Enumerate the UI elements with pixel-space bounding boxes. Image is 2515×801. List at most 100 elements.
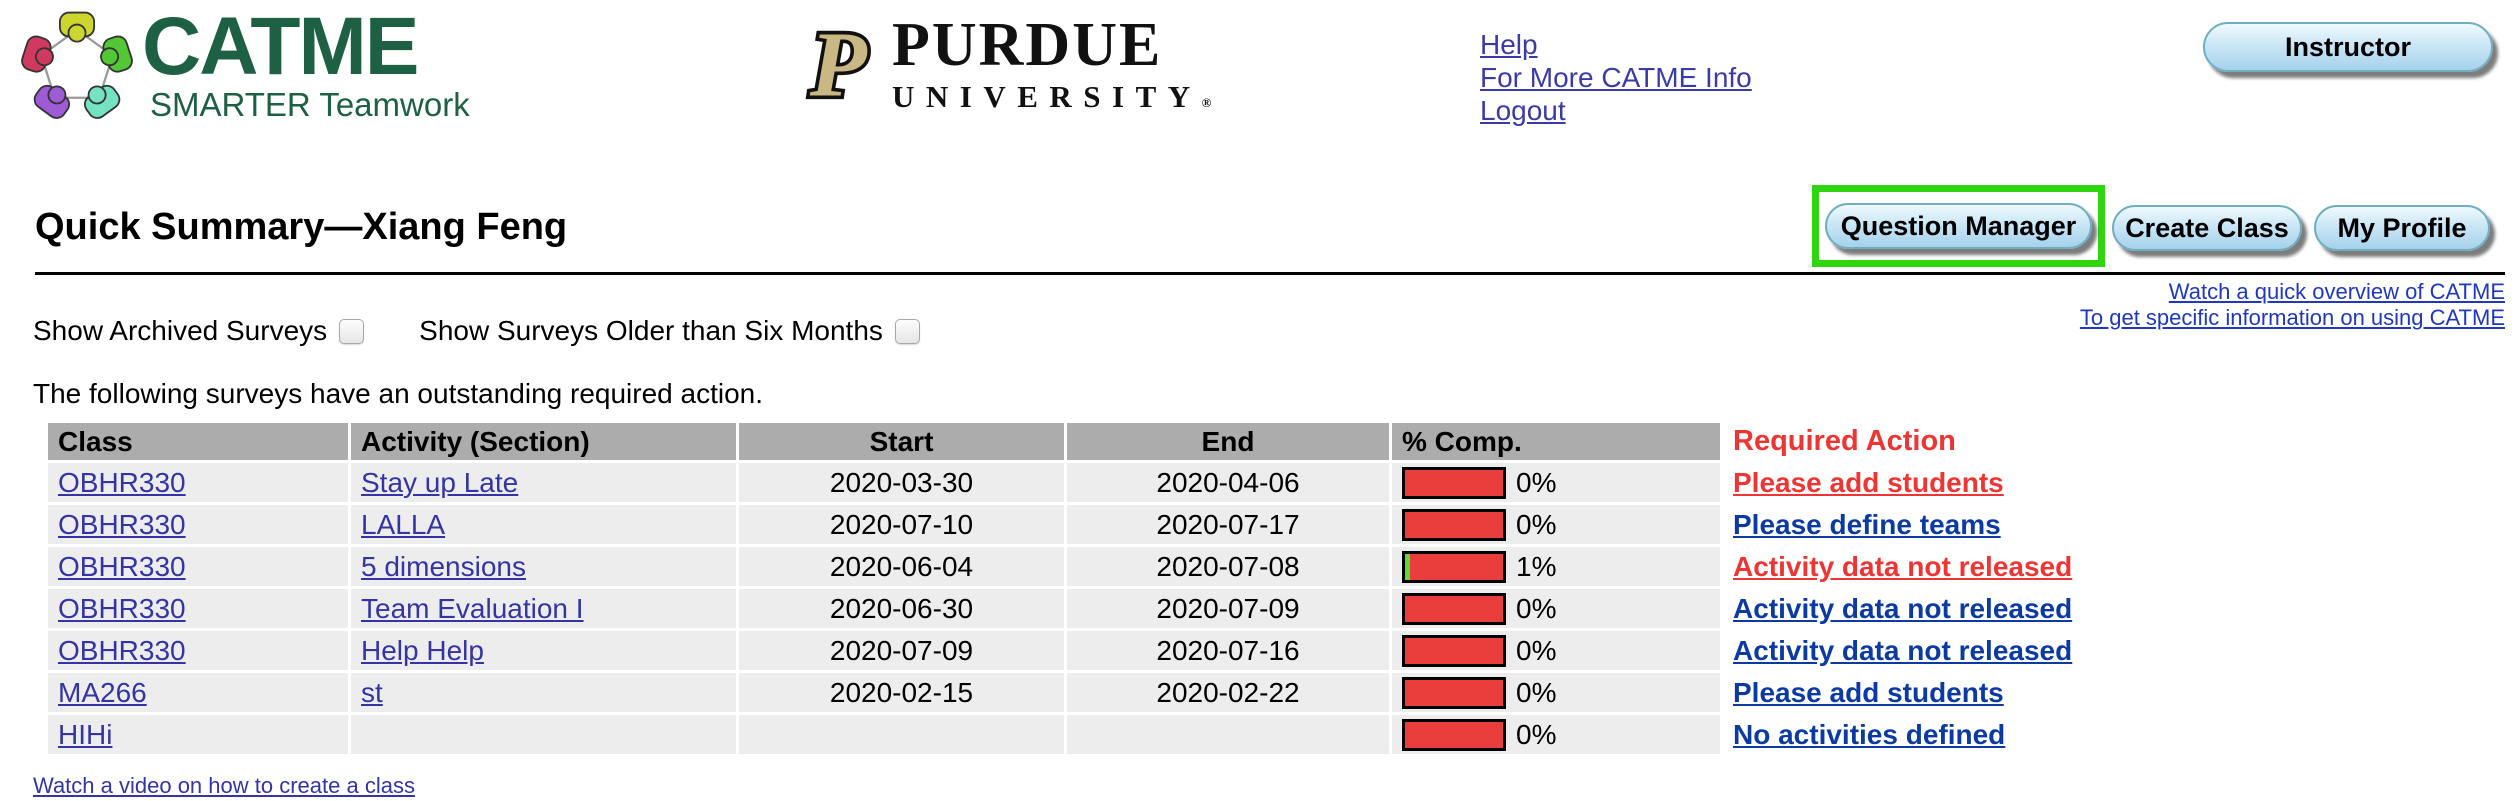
class-link[interactable]: OBHR330 bbox=[58, 592, 186, 624]
activity-link[interactable]: Help Help bbox=[361, 634, 484, 666]
svg-text:P: P bbox=[809, 17, 868, 113]
activity-link[interactable]: Stay up Late bbox=[361, 466, 519, 498]
start-cell: 2020-06-04 bbox=[739, 547, 1064, 586]
class-link[interactable]: MA266 bbox=[58, 676, 147, 708]
start-cell: 2020-03-30 bbox=[739, 463, 1064, 502]
col-header-end: End bbox=[1067, 423, 1389, 460]
page-header: CATME SMARTER Teamwork P PURDUE UNIVERSI… bbox=[0, 0, 2515, 272]
purdue-subname: UNIVERSITY® bbox=[892, 79, 1212, 114]
catme-tagline: SMARTER Teamwork bbox=[150, 85, 470, 123]
pct-label: 1% bbox=[1516, 550, 1557, 582]
completion-indicator: 1% bbox=[1402, 550, 1710, 583]
start-cell: 2020-07-09 bbox=[739, 631, 1064, 670]
watch-overview-link[interactable]: Watch a quick overview of CATME bbox=[2168, 279, 2505, 304]
catme-teamwork-ring-icon bbox=[21, 11, 133, 119]
survey-table-body: OBHR330 Stay up Late 2020-03-30 2020-04-… bbox=[48, 463, 2143, 754]
survey-table-row: OBHR330 LALLA 2020-07-10 2020-07-17 0% P… bbox=[48, 505, 2143, 544]
class-link[interactable]: OBHR330 bbox=[58, 466, 186, 498]
show-older-surveys-label: Show Surveys Older than Six Months bbox=[419, 315, 883, 346]
action-link[interactable]: Activity data not released bbox=[1733, 592, 2073, 624]
end-cell: 2020-02-22 bbox=[1067, 673, 1389, 712]
completion-bar bbox=[1402, 466, 1506, 499]
completion-bar bbox=[1402, 718, 1506, 751]
pct-bar-fill bbox=[1405, 553, 1410, 580]
start-cell: 2020-07-10 bbox=[739, 505, 1064, 544]
show-older-surveys-checkbox[interactable] bbox=[894, 318, 920, 344]
activity-link[interactable]: LALLA bbox=[361, 508, 446, 540]
my-profile-button[interactable]: My Profile bbox=[2314, 205, 2490, 251]
show-archived-surveys-label: Show Archived Surveys bbox=[33, 315, 328, 346]
nav-link-logout[interactable]: Logout bbox=[1480, 95, 1566, 126]
registered-mark: ® bbox=[1201, 95, 1212, 110]
show-archived-surveys-checkbox[interactable] bbox=[339, 318, 365, 344]
end-cell: 2020-07-16 bbox=[1067, 631, 1389, 670]
survey-summary-table: Class Activity (Section) Start End % Com… bbox=[45, 420, 2146, 757]
catme-wordmark: CATME bbox=[142, 1, 419, 92]
completion-indicator: 0% bbox=[1402, 634, 1710, 667]
completion-bar bbox=[1402, 634, 1506, 667]
survey-table-row: OBHR330 5 dimensions 2020-06-04 2020-07-… bbox=[48, 547, 2143, 586]
question-manager-button[interactable]: Question Manager bbox=[1825, 203, 2092, 249]
action-link[interactable]: Please define teams bbox=[1733, 508, 2001, 540]
end-cell bbox=[1067, 715, 1389, 754]
catme-logo: CATME SMARTER Teamwork bbox=[18, 1, 470, 124]
col-header-activity: Activity (Section) bbox=[351, 423, 736, 460]
action-link[interactable]: Please add students bbox=[1733, 676, 2004, 708]
start-cell: 2020-06-30 bbox=[739, 589, 1064, 628]
survey-table-row: OBHR330 Help Help 2020-07-09 2020-07-16 … bbox=[48, 631, 2143, 670]
pct-label: 0% bbox=[1516, 508, 1557, 540]
action-link[interactable]: Activity data not released bbox=[1733, 550, 2073, 582]
completion-indicator: 0% bbox=[1402, 466, 1710, 499]
pct-label: 0% bbox=[1516, 592, 1557, 624]
class-link[interactable]: OBHR330 bbox=[58, 634, 186, 666]
action-link[interactable]: Activity data not released bbox=[1733, 634, 2073, 666]
instructor-role-button[interactable]: Instructor bbox=[2203, 22, 2493, 72]
header-divider bbox=[35, 272, 2505, 275]
completion-bar bbox=[1402, 550, 1506, 583]
question-manager-highlight-box: Question Manager bbox=[1812, 185, 2105, 267]
table-header-row: Class Activity (Section) Start End % Com… bbox=[48, 423, 2143, 460]
col-header-start: Start bbox=[739, 423, 1064, 460]
pct-label: 0% bbox=[1516, 676, 1557, 708]
col-header-required-action: Required Action bbox=[1733, 425, 1956, 457]
end-cell: 2020-04-06 bbox=[1067, 463, 1389, 502]
create-class-video-link[interactable]: Watch a video on how to create a class bbox=[33, 773, 415, 798]
survey-table-row: MA266 st 2020-02-15 2020-02-22 0% Please… bbox=[48, 673, 2143, 712]
purdue-name: PURDUE bbox=[892, 11, 1163, 79]
purdue-logo: P PURDUE UNIVERSITY® bbox=[788, 14, 1211, 115]
activity-link[interactable]: 5 dimensions bbox=[361, 550, 526, 582]
pct-label: 0% bbox=[1516, 718, 1557, 750]
completion-bar bbox=[1402, 592, 1506, 625]
outstanding-action-intro: The following surveys have an outstandin… bbox=[33, 378, 763, 409]
pct-label: 0% bbox=[1516, 466, 1557, 498]
survey-table-row: OBHR330 Stay up Late 2020-03-30 2020-04-… bbox=[48, 463, 2143, 502]
completion-indicator: 0% bbox=[1402, 718, 1710, 751]
col-header-class: Class bbox=[48, 423, 348, 460]
pct-label: 0% bbox=[1516, 634, 1557, 666]
survey-filters: Show Archived Surveys Show Surveys Older… bbox=[33, 315, 920, 347]
completion-indicator: 0% bbox=[1402, 508, 1710, 541]
catme-help-links: Watch a quick overview of CATME To get s… bbox=[2080, 279, 2505, 331]
action-link[interactable]: Please add students bbox=[1733, 466, 2004, 498]
class-link[interactable]: HIHi bbox=[58, 718, 113, 750]
completion-indicator: 0% bbox=[1402, 676, 1710, 709]
subheader: Show Archived Surveys Show Surveys Older… bbox=[0, 275, 2515, 378]
action-link[interactable]: No activities defined bbox=[1733, 718, 2006, 750]
nav-link-help[interactable]: Help bbox=[1480, 29, 1538, 60]
completion-bar bbox=[1402, 508, 1506, 541]
start-cell bbox=[739, 715, 1064, 754]
end-cell: 2020-07-09 bbox=[1067, 589, 1389, 628]
survey-table-row: OBHR330 Team Evaluation I 2020-06-30 202… bbox=[48, 589, 2143, 628]
end-cell: 2020-07-17 bbox=[1067, 505, 1389, 544]
completion-bar bbox=[1402, 676, 1506, 709]
class-link[interactable]: OBHR330 bbox=[58, 550, 186, 582]
nav-link-more-catme-info[interactable]: For More CATME Info bbox=[1480, 62, 1752, 93]
activity-link[interactable]: Team Evaluation I bbox=[361, 592, 584, 624]
end-cell: 2020-07-08 bbox=[1067, 547, 1389, 586]
specific-info-link[interactable]: To get specific information on using CAT… bbox=[2079, 305, 2505, 330]
create-class-button[interactable]: Create Class bbox=[2112, 205, 2302, 251]
col-header-pct-comp: % Comp. bbox=[1392, 423, 1720, 460]
activity-link[interactable]: st bbox=[361, 676, 383, 708]
top-nav-links: Help For More CATME Info Logout bbox=[1480, 28, 1752, 127]
class-link[interactable]: OBHR330 bbox=[58, 508, 186, 540]
